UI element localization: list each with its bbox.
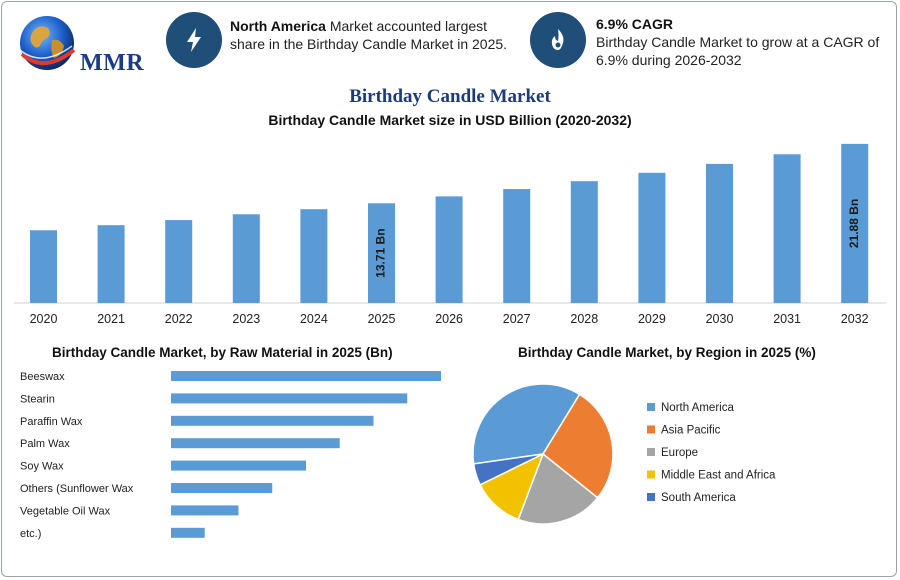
raw-label-0: Beeswax	[20, 371, 65, 383]
info1-bold: North America	[230, 18, 326, 34]
raw-label-7: etc.)	[20, 528, 41, 540]
tick-label-2020: 2020	[30, 312, 58, 326]
bar-2023	[232, 214, 260, 303]
tick-label-2030: 2030	[706, 312, 734, 326]
raw-material-bar-chart: Beeswax Stearin Paraffin Wax Palm Wax Soy Wa…	[20, 371, 441, 540]
legend-swatch-2	[647, 448, 655, 456]
tick-label-2032: 2032	[841, 312, 869, 326]
bar-2028	[570, 181, 598, 303]
legend-label-0: North America	[661, 402, 734, 414]
bar-chart-title: Birthday Candle Market size in USD Billi…	[268, 112, 632, 128]
tick-label-2025: 2025	[368, 312, 396, 326]
main-title: Birthday Candle Market	[349, 86, 551, 107]
bar-2026	[435, 196, 463, 303]
mmr-logo: MMR	[14, 10, 144, 80]
raw-bar-6	[171, 505, 239, 516]
bar-2020	[30, 230, 57, 303]
legend-swatch-0	[647, 403, 655, 411]
tick-label-2022: 2022	[165, 312, 193, 326]
raw-bar-7	[171, 527, 205, 538]
cagr-note: 6.9% CAGR Birthday Candle Market to grow…	[596, 15, 886, 69]
raw-label-5: Others (Sunflower Wax	[20, 483, 134, 495]
info2-rest: Birthday Candle Market to grow at a CAGR…	[596, 34, 880, 68]
legend-swatch-1	[647, 425, 655, 434]
tick-label-2031: 2031	[773, 312, 801, 326]
legend-label-2: Europe	[661, 447, 698, 459]
bar-2027	[503, 189, 531, 303]
tick-label-2026: 2026	[435, 312, 463, 326]
raw-label-4: Soy Wax	[20, 461, 64, 473]
raw-bar-5	[171, 483, 273, 493]
data-label-2025: 13.71 Bn	[374, 228, 388, 277]
raw-material-title: Birthday Candle Market, by Raw Material …	[52, 345, 393, 360]
info2-bold: 6.9% CAGR	[596, 16, 674, 32]
globe-icon	[19, 16, 76, 70]
region-title: Birthday Candle Market, by Region in 202…	[518, 345, 816, 360]
bar-2030	[706, 163, 733, 303]
legend-swatch-3	[647, 470, 655, 479]
flame-icon	[551, 29, 564, 50]
data-label-2032: 21.88 Bn	[847, 199, 861, 248]
raw-bar-2	[171, 415, 374, 426]
north-america-note: North America Market accounted largest s…	[230, 17, 520, 53]
bar-2025	[368, 203, 395, 303]
bar-2032	[841, 143, 869, 303]
logo-text: MMR	[80, 50, 145, 76]
raw-bar-4	[171, 460, 306, 471]
tick-label-2024: 2024	[300, 312, 328, 326]
legend-label-3: Middle East and Africa	[661, 470, 776, 482]
lightning-icon	[187, 28, 201, 52]
raw-bar-0	[171, 371, 441, 381]
raw-bar-3	[171, 438, 340, 449]
bar-2024	[300, 209, 328, 303]
tick-label-2029: 2029	[638, 312, 666, 326]
legend-swatch-4	[647, 493, 655, 501]
raw-label-1: Stearin	[20, 393, 55, 405]
tick-label-2021: 2021	[97, 312, 125, 326]
bar-2021	[97, 225, 125, 303]
bar-2022	[165, 220, 193, 303]
lightning-icon-circle	[166, 12, 222, 68]
raw-label-3: Palm Wax	[20, 438, 70, 450]
growth-icon-circle	[530, 12, 586, 68]
raw-label-2: Paraffin Wax	[20, 416, 83, 428]
raw-label-6: Vegetable Oil Wax	[20, 505, 111, 517]
pie-slice-1	[542, 393, 614, 499]
raw-bar-1	[171, 393, 408, 404]
bar-2031	[773, 154, 801, 303]
tick-label-2027: 2027	[503, 312, 531, 326]
pie-slice-2	[517, 452, 599, 525]
legend-label-4: South America	[661, 492, 736, 504]
market-size-bar-chart: 2020 2021 2022 2023 2024 2025 13.71 Bn 2026 2027…	[14, 143, 886, 326]
pie-slice-0	[472, 383, 581, 465]
tick-label-2028: 2028	[570, 312, 598, 326]
legend-label-1: Asia Pacific	[661, 425, 721, 437]
tick-label-2023: 2023	[232, 312, 260, 326]
pie-slice-4	[472, 453, 544, 486]
bar-2029	[638, 172, 666, 303]
info1-rest: Market accounted largest share in the Bi…	[230, 18, 508, 52]
region-pie-chart: North America Asia Pacific Europe Middle Ea…	[472, 383, 776, 525]
